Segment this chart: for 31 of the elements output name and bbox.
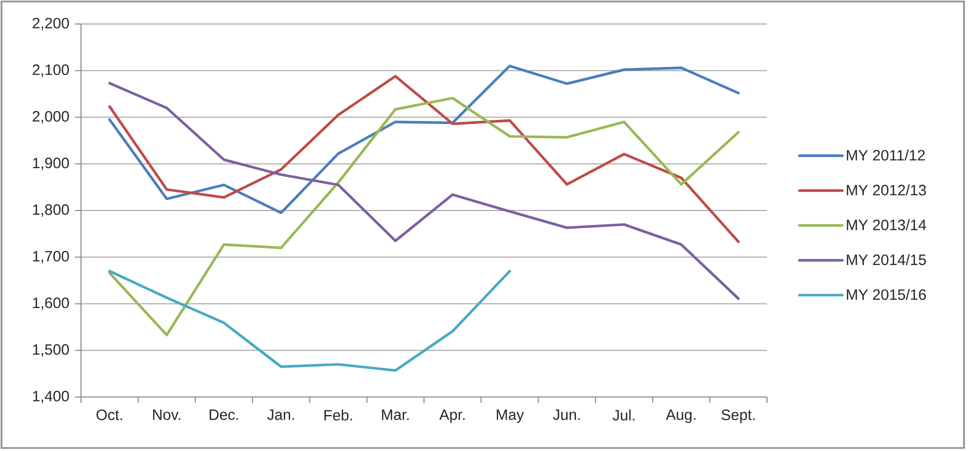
x-tick-label: Feb. [324, 410, 352, 421]
x-tick-label: Aug. [666, 410, 696, 423]
legend-label: MY 2014/15 [846, 254, 926, 266]
legend-label: MY 2012/13 [846, 184, 926, 196]
x-tick-label: Nov. [153, 410, 180, 420]
y-tick-label: 1,900 [33, 158, 69, 170]
y-tick-label: 1,800 [33, 204, 69, 217]
x-tick-label: Jun. [552, 410, 580, 420]
x-tick-label: Oct. [96, 410, 122, 420]
x-tick-label: Apr. [439, 410, 465, 423]
x-tick-label: Mar. [382, 410, 409, 420]
y-tick-label: 2,200 [32, 18, 69, 30]
x-tick-label: Dec. [210, 410, 238, 420]
x-tick-label: Jan. [267, 410, 294, 420]
y-tick-label: 1,700 [33, 250, 69, 264]
x-tick-label: May [496, 410, 524, 423]
y-tick-label: 1,500 [33, 344, 69, 357]
line-series [108, 270, 512, 372]
line-series [108, 96, 740, 336]
x-tick-label: Jul. [612, 410, 634, 421]
y-tick-label: 1,400 [33, 390, 69, 404]
legend-label: MY 2013/14 [846, 219, 926, 230]
legend-label: MY 2011/12 [846, 150, 925, 161]
y-tick-label: 1,600 [33, 298, 69, 310]
y-tick-label: 2,000 [32, 111, 69, 124]
y-tick-label: 2,100 [32, 64, 69, 77]
line-series [108, 64, 740, 214]
x-tick-label: Sept. [722, 410, 755, 424]
line-series [108, 74, 740, 244]
line-series [108, 82, 740, 300]
legend-label: MY 2015/16 [846, 288, 926, 300]
